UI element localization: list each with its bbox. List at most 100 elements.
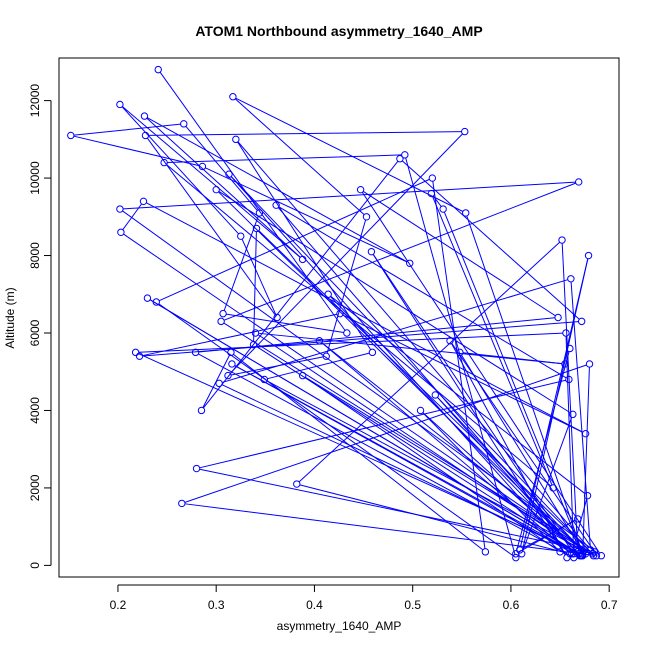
series-segment: [73, 123, 181, 136]
series-segment: [451, 343, 566, 556]
series-segment: [278, 206, 567, 379]
series-segment: [461, 354, 581, 548]
data-point: [141, 131, 150, 140]
data-point: [140, 112, 149, 120]
data-point: [192, 464, 201, 473]
data-point: [180, 120, 188, 128]
data-point: [229, 93, 237, 101]
y-axis-label: Altitude (m): [3, 287, 17, 348]
data-point: [324, 290, 332, 298]
series-segment: [258, 332, 562, 365]
data-point: [512, 550, 520, 558]
series-segment: [121, 106, 239, 235]
data-point: [427, 189, 436, 198]
data-point: [227, 348, 235, 357]
series-segment: [142, 313, 337, 357]
series-segment: [253, 231, 257, 342]
data-point: [586, 546, 595, 554]
data-point: [116, 205, 124, 213]
data-point: [461, 127, 469, 136]
series-segment: [372, 254, 566, 556]
data-point: [575, 178, 583, 186]
data-point: [368, 348, 377, 357]
data-point: [518, 550, 526, 558]
data-point: [456, 348, 464, 357]
series-segment: [233, 353, 484, 551]
chart-title: ATOM1 Northbound asymmetry_1640_AMP: [195, 23, 482, 39]
data-point: [322, 352, 330, 360]
data-point: [558, 236, 566, 244]
series-segment: [437, 396, 584, 552]
series-segment: [432, 196, 553, 486]
data-point: [566, 344, 574, 353]
y-axis: 0 2000 4000 6000 8000 10000 12000: [28, 84, 52, 569]
series-segment: [363, 191, 556, 317]
series-segment: [218, 190, 571, 414]
data-point: [481, 548, 490, 556]
data-point: [577, 317, 586, 326]
x-tick-label: 0.7: [601, 598, 618, 612]
data-point: [516, 546, 524, 554]
series-segment: [299, 484, 567, 554]
y-tick-label: 0: [28, 562, 42, 569]
data-point: [367, 247, 376, 256]
data-point: [160, 158, 168, 167]
series-segment: [321, 342, 570, 553]
x-axis: 0.2 0.3 0.4 0.5 0.6 0.7: [110, 584, 618, 612]
data-point: [580, 546, 589, 554]
series-segment: [73, 135, 200, 167]
x-tick-label: 0.2: [110, 598, 127, 612]
series-segment: [237, 141, 589, 548]
data-point: [255, 209, 264, 217]
series-segment: [147, 117, 408, 263]
series-segment: [522, 417, 573, 551]
data-point: [154, 65, 162, 74]
data-point: [554, 313, 562, 322]
series-segment: [148, 131, 462, 136]
data-point: [549, 484, 557, 492]
series-segment: [198, 353, 572, 557]
data-point: [512, 553, 520, 562]
series-segment: [223, 322, 594, 555]
data-point: [563, 553, 571, 562]
series-segment: [561, 243, 579, 549]
series-segment: [205, 167, 408, 263]
data-point: [428, 174, 437, 182]
data-point: [152, 298, 160, 306]
series-line-group: [73, 71, 600, 557]
data-point: [135, 352, 144, 360]
data-point: [581, 550, 590, 558]
series-segment: [218, 191, 580, 548]
data-point: [396, 155, 404, 163]
series-segment: [158, 178, 430, 302]
x-tick-label: 0.4: [306, 598, 323, 612]
data-point: [569, 410, 577, 419]
series-segment: [198, 317, 555, 353]
data-point: [131, 348, 140, 357]
data-point: [343, 329, 351, 337]
series-segment: [149, 299, 580, 555]
series-segment: [298, 241, 561, 483]
data-point: [567, 275, 575, 283]
data-point: [597, 551, 606, 560]
x-tick-label: 0.3: [208, 598, 225, 612]
series-segment: [123, 181, 576, 210]
series-segment: [222, 279, 568, 383]
data-point: [462, 209, 470, 217]
data-point: [260, 375, 269, 384]
series-segment: [361, 192, 600, 554]
data-point: [224, 371, 232, 380]
series-segment: [520, 258, 589, 547]
series-segment: [122, 210, 600, 555]
data-point: [298, 255, 307, 264]
series-segment: [234, 98, 365, 216]
series-segment: [138, 353, 576, 551]
data-point: [298, 371, 307, 380]
data-point: [565, 375, 573, 384]
series-segment: [462, 352, 562, 365]
series-segment: [443, 211, 582, 551]
series-segment: [185, 125, 258, 211]
data-point: [273, 313, 281, 322]
data-point: [356, 185, 365, 194]
data-point: [431, 391, 439, 399]
